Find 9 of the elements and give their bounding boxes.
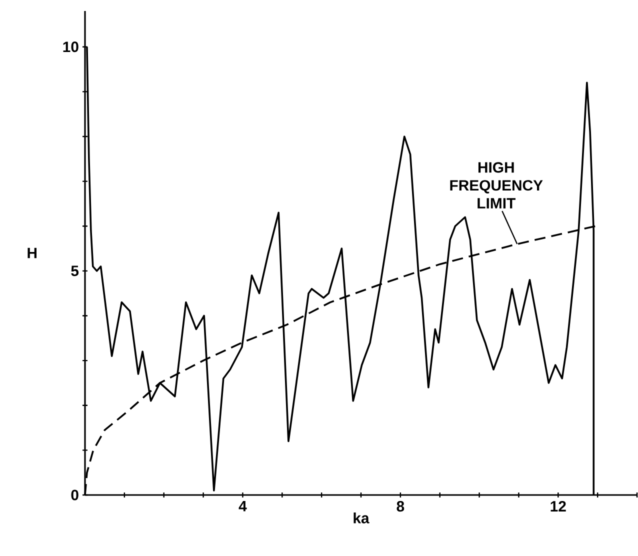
- y-tick-label: 10: [63, 42, 78, 52]
- y-tick-label: 5: [71, 266, 79, 276]
- y-axis-title: H: [28, 248, 37, 258]
- x-tick-label: 8: [396, 501, 404, 512]
- x-axis-title: ka: [354, 512, 370, 524]
- x-tick-label: 12: [550, 501, 566, 512]
- annotation: HIGH FREQUENCY LIMIT: [450, 162, 543, 208]
- y-tick-label: 0: [71, 490, 78, 500]
- x-tick-label: 4: [238, 501, 247, 512]
